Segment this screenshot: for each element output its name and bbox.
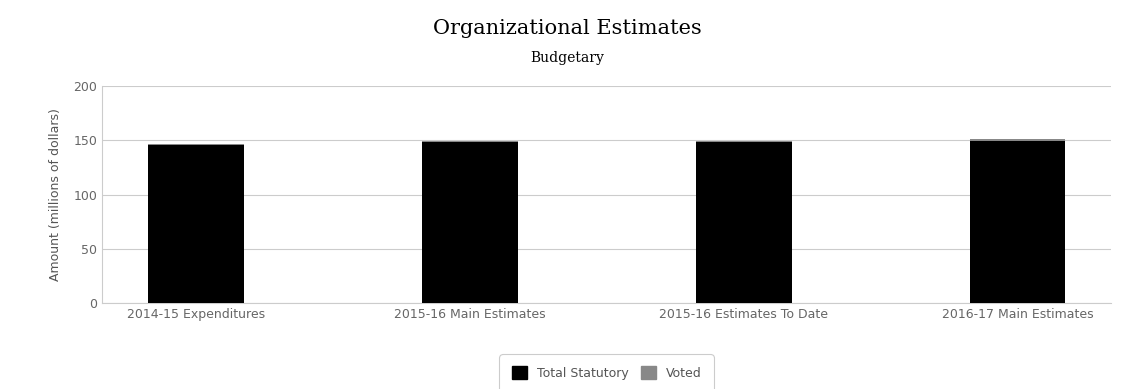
Text: Budgetary: Budgetary — [530, 51, 604, 65]
Bar — [422, 142, 518, 303]
Text: Organizational Estimates: Organizational Estimates — [433, 19, 701, 39]
Legend: Total Statutory, Voted: Total Statutory, Voted — [503, 357, 710, 389]
Bar — [695, 141, 792, 142]
Y-axis label: Amount (millions of dollars): Amount (millions of dollars) — [49, 108, 62, 281]
Bar — [147, 145, 244, 303]
Bar — [422, 141, 518, 142]
Bar — [695, 142, 792, 303]
Bar — [970, 140, 1066, 303]
Bar — [147, 144, 244, 145]
